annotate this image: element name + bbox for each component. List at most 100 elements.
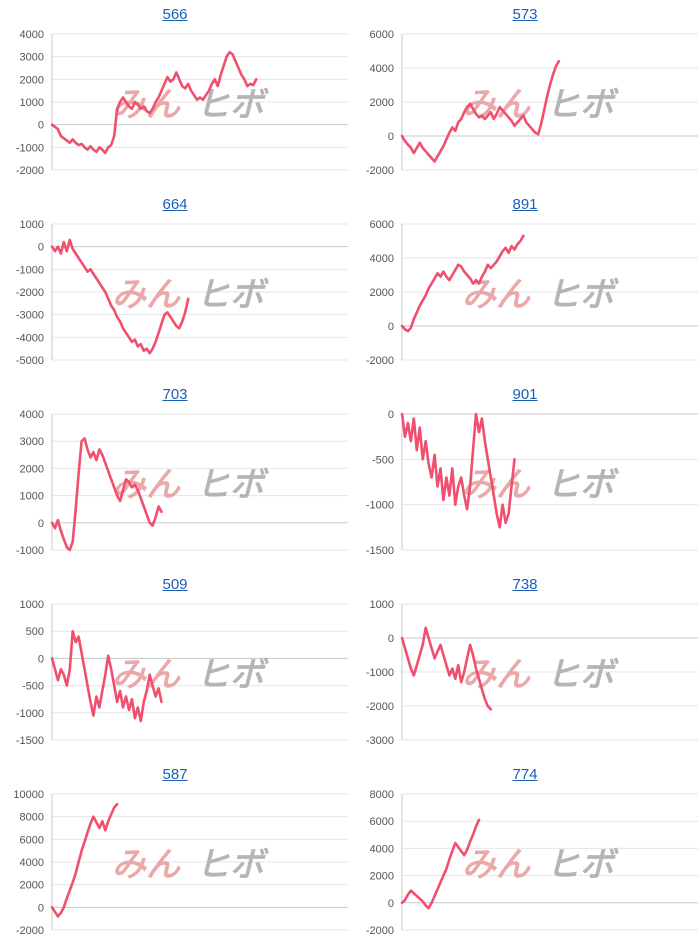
y-tick-label: -1000 [16,708,44,720]
y-tick-label: 0 [388,633,394,645]
y-tick-label: 0 [388,321,394,333]
chart-title-link[interactable]: 664 [162,196,188,213]
y-tick-label: 2000 [370,287,394,299]
y-tick-label: -2000 [366,925,394,937]
y-tick-label: -1000 [366,667,394,679]
svg-text:ヒボ: ヒボ [196,465,269,505]
series-line [400,234,525,333]
y-tick-label: -4000 [16,332,44,344]
y-tick-label: 0 [38,518,44,530]
chart-title-link[interactable]: 738 [512,576,538,593]
series-line [400,818,481,910]
y-tick-label: 10000 [13,789,44,801]
y-tick-label: 4000 [370,63,394,75]
y-tick-label: -2000 [16,165,44,177]
chart-title-link[interactable]: 901 [512,386,538,403]
chart-panel: 573 6000 4000 2000 0 -2000 みん ヒボ [350,0,700,190]
y-tick-label: -1000 [16,545,44,557]
chart-panel: 566 4000 3000 2000 1000 0 -1000 -2000 みん ヒボ [0,0,350,190]
chart-title-link[interactable]: 774 [512,766,538,783]
y-tick-label: -2000 [366,355,394,367]
series-line [50,238,190,355]
line-chart: 1000 500 0 -500 -1000 -1500 みん ヒボ [16,599,348,747]
watermark-logo: みん ヒボ [462,845,619,885]
y-tick-label: 4000 [20,29,44,41]
series-line [50,50,258,155]
chart-panel: 901 0 -500 -1000 -1500 みん ヒボ [350,380,700,570]
chart-title-link[interactable]: 566 [162,6,188,23]
svg-text:ヒボ: ヒボ [196,275,269,315]
y-tick-label: 6000 [370,219,394,231]
watermark-logo: みん ヒボ [112,655,269,695]
y-tick-label: -3000 [366,735,394,747]
chart-panel: 509 1000 500 0 -500 -1000 -1500 みん ヒボ [0,570,350,760]
y-tick-label: 1000 [20,491,44,503]
chart-title-link[interactable]: 573 [512,6,538,23]
svg-text:ヒボ: ヒボ [196,845,269,885]
chart-title-link[interactable]: 891 [512,196,538,213]
y-tick-label: 0 [38,653,44,665]
line-chart: 8000 6000 4000 2000 0 -2000 みん ヒボ [366,789,698,937]
y-tick-label: 4000 [20,857,44,869]
watermark-logo: みん ヒボ [112,845,269,885]
y-tick-label: -1000 [366,500,394,512]
watermark-logo: みん ヒボ [462,275,619,315]
y-tick-label: 0 [388,898,394,910]
svg-text:ヒボ: ヒボ [546,655,619,695]
y-tick-label: 6000 [20,834,44,846]
y-tick-label: 3000 [20,52,44,64]
y-tick-label: -1500 [16,735,44,747]
y-tick-label: 1000 [20,599,44,611]
chart-panel: 703 4000 3000 2000 1000 0 -1000 みん ヒボ [0,380,350,570]
svg-text:みん: みん [112,85,181,125]
series-line [50,629,163,723]
chart-title-link[interactable]: 509 [162,576,188,593]
y-tick-label: 2000 [370,97,394,109]
svg-text:ヒボ: ヒボ [546,845,619,885]
line-chart: 4000 3000 2000 1000 0 -1000 -2000 みん ヒボ [16,29,348,177]
svg-text:みん: みん [462,845,531,885]
line-chart: 0 -500 -1000 -1500 みん ヒボ [366,409,698,557]
y-tick-label: -500 [372,454,394,466]
y-tick-label: -2000 [16,925,44,937]
y-tick-label: 6000 [370,29,394,41]
line-chart: 1000 0 -1000 -2000 -3000 みん ヒボ [366,599,698,747]
y-tick-label: 500 [26,626,44,638]
watermark-logo: みん ヒボ [462,465,619,505]
y-tick-label: 1000 [20,97,44,109]
y-tick-label: 0 [38,902,44,914]
y-tick-label: 4000 [20,409,44,421]
svg-text:ヒボ: ヒボ [196,85,269,125]
line-chart: 10000 8000 6000 4000 2000 0 -2000 みん ヒボ [13,789,348,937]
svg-text:みん: みん [462,465,531,505]
y-tick-label: -1500 [366,545,394,557]
y-tick-label: 2000 [20,74,44,86]
chart-title-link[interactable]: 587 [162,766,188,783]
y-tick-label: 3000 [20,436,44,448]
line-chart: 4000 3000 2000 1000 0 -1000 みん ヒボ [16,409,348,557]
y-tick-label: 1000 [370,599,394,611]
y-tick-label: -1000 [16,264,44,276]
y-tick-label: 8000 [370,789,394,801]
watermark-logo: みん ヒボ [462,655,619,695]
line-chart: 1000 0 -1000 -2000 -3000 -4000 -5000 みん ヒボ [16,219,348,367]
svg-text:みん: みん [112,465,181,505]
y-tick-label: -2000 [366,701,394,713]
chart-panel: 774 8000 6000 4000 2000 0 -2000 みん ヒボ [350,760,700,950]
svg-text:みん: みん [112,845,181,885]
svg-text:ヒボ: ヒボ [546,275,619,315]
y-tick-label: 6000 [370,816,394,828]
chart-title-link[interactable]: 703 [162,386,188,403]
y-tick-label: 8000 [20,812,44,824]
chart-panel: 738 1000 0 -1000 -2000 -3000 みん ヒボ [350,570,700,760]
chart-panel: 891 6000 4000 2000 0 -2000 みん ヒボ [350,190,700,380]
series-line [400,626,493,711]
chart-panel: 587 10000 8000 6000 4000 2000 0 -2000 みん ヒボ [0,760,350,950]
y-tick-label: 0 [388,131,394,143]
y-tick-label: 0 [38,242,44,254]
y-tick-label: -2000 [16,287,44,299]
y-tick-label: 0 [38,120,44,132]
series-line [400,59,561,163]
